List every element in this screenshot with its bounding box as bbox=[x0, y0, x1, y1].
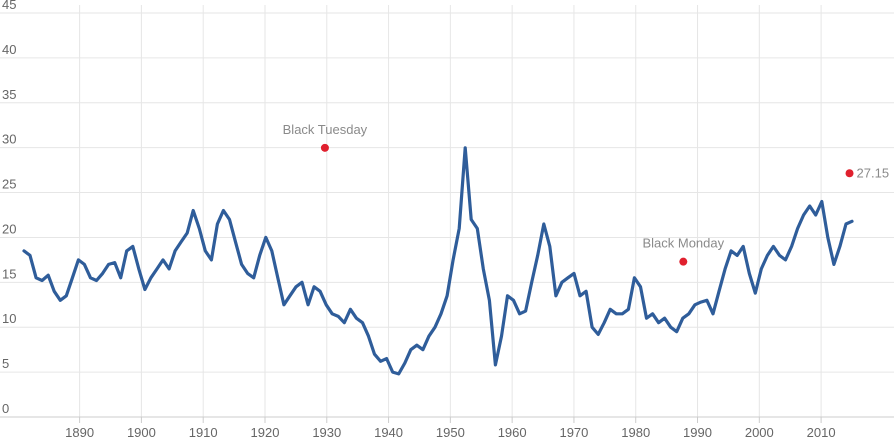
y-tick-label: 20 bbox=[2, 221, 16, 236]
annotations: Black Tuesday Black Monday 27.15 bbox=[283, 122, 889, 266]
x-tick-label: 1900 bbox=[127, 425, 156, 440]
x-tick-label: 2000 bbox=[745, 425, 774, 440]
x-tick-label: 1910 bbox=[189, 425, 218, 440]
series-line bbox=[22, 146, 854, 376]
x-axis bbox=[0, 416, 894, 423]
x-tick-label: 1980 bbox=[621, 425, 650, 440]
x-tick-label: 1920 bbox=[251, 425, 280, 440]
annotation-label: Black Tuesday bbox=[283, 122, 368, 137]
x-axis-tick-labels: 1890 1900 1910 1920 1930 1940 1950 1960 1970 1980… bbox=[65, 425, 835, 440]
y-tick-label: 10 bbox=[2, 311, 16, 326]
x-tick-label: 1890 bbox=[65, 425, 94, 440]
annotation-label: Black Monday bbox=[642, 236, 724, 251]
x-tick-label: 2010 bbox=[807, 425, 836, 440]
y-tick-label: 35 bbox=[2, 87, 16, 102]
x-tick-label: 1960 bbox=[498, 425, 527, 440]
y-tick-label: 0 bbox=[2, 401, 9, 416]
x-tick-label: 1930 bbox=[312, 425, 341, 440]
y-tick-label: 30 bbox=[2, 132, 16, 147]
gridlines bbox=[0, 5, 894, 417]
y-tick-label: 40 bbox=[2, 42, 16, 57]
y-axis-tick-labels: 0 5 10 15 20 25 30 35 40 45 bbox=[2, 0, 16, 416]
x-tick-label: 1950 bbox=[436, 425, 465, 440]
x-tick-label: 1990 bbox=[683, 425, 712, 440]
annotation-marker bbox=[320, 143, 329, 152]
last-value-label: 27.15 bbox=[857, 165, 890, 180]
y-tick-label: 15 bbox=[2, 266, 16, 281]
annotation-marker bbox=[845, 169, 854, 178]
annotation-marker bbox=[679, 257, 688, 266]
x-tick-label: 1970 bbox=[559, 425, 588, 440]
y-tick-label: 5 bbox=[2, 356, 9, 371]
y-tick-label: 45 bbox=[2, 0, 16, 12]
y-tick-label: 25 bbox=[2, 177, 16, 192]
x-tick-label: 1940 bbox=[374, 425, 403, 440]
